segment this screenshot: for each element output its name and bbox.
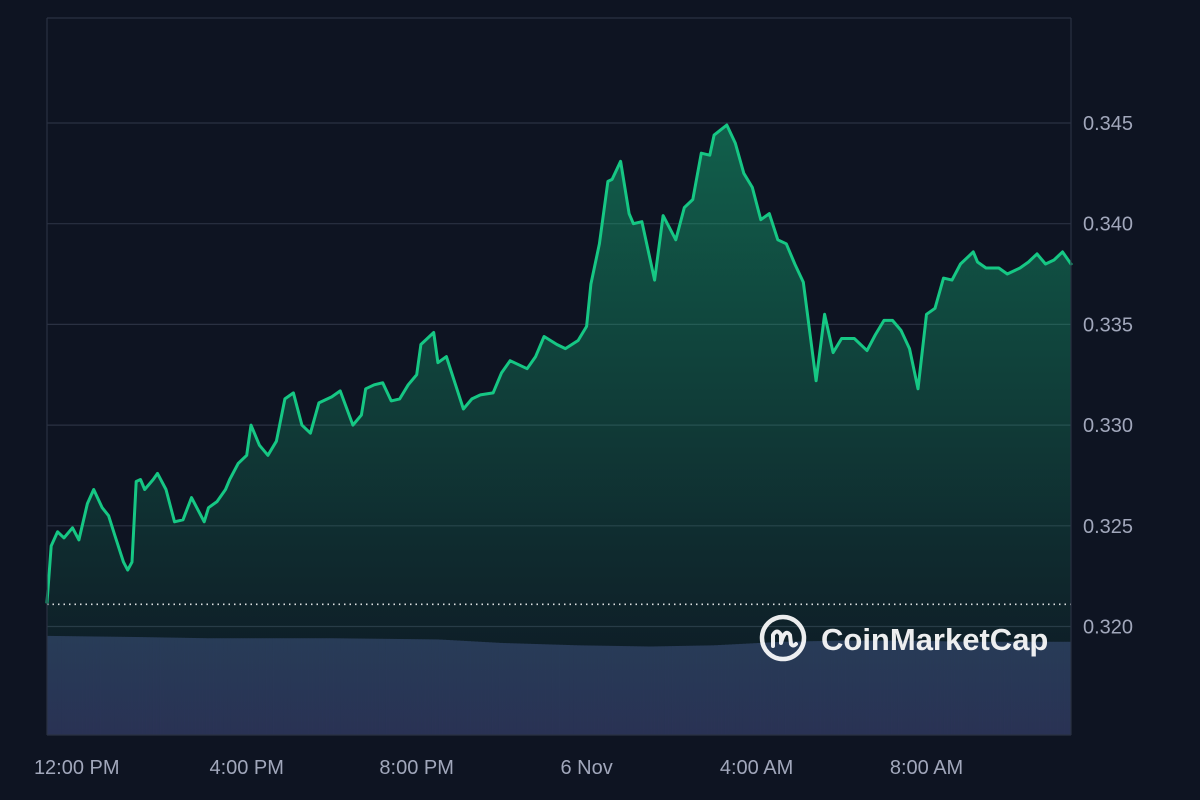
y-tick-label: 0.340 [1083,214,1133,236]
x-tick-label: 12:00 PM [34,757,120,779]
y-tick-label: 0.345 [1083,113,1133,135]
price-series-line [45,123,1073,604]
price-line [45,123,1073,604]
y-tick-label: 0.320 [1083,617,1133,639]
price-area [47,125,1071,735]
x-tick-label: 4:00 PM [209,757,283,779]
watermark-text: CoinMarketCap [821,622,1048,657]
x-tick-label: 8:00 PM [379,757,453,779]
coinmarketcap-logo-icon [759,614,807,662]
coinmarketcap-watermark: CoinMarketCap [759,614,1048,662]
x-tick-label: 4:00 AM [720,757,793,779]
y-tick-label: 0.330 [1083,415,1133,437]
plot-frame [46,17,1072,736]
y-tick-label: 0.335 [1083,314,1133,336]
x-axis-ticks: 12:00 PM 4:00 PM 8:00 PM 6 Nov 4:00 AM 8:00 A… [34,757,963,779]
y-tick-label: 0.325 [1083,516,1133,538]
y-axis-ticks: 0.320 0.325 0.330 0.335 0.340 0.345 [1083,113,1133,639]
price-area-fill [47,125,1071,735]
x-tick-label: 8:00 AM [890,757,963,779]
x-tick-label: 6 Nov [560,757,612,779]
